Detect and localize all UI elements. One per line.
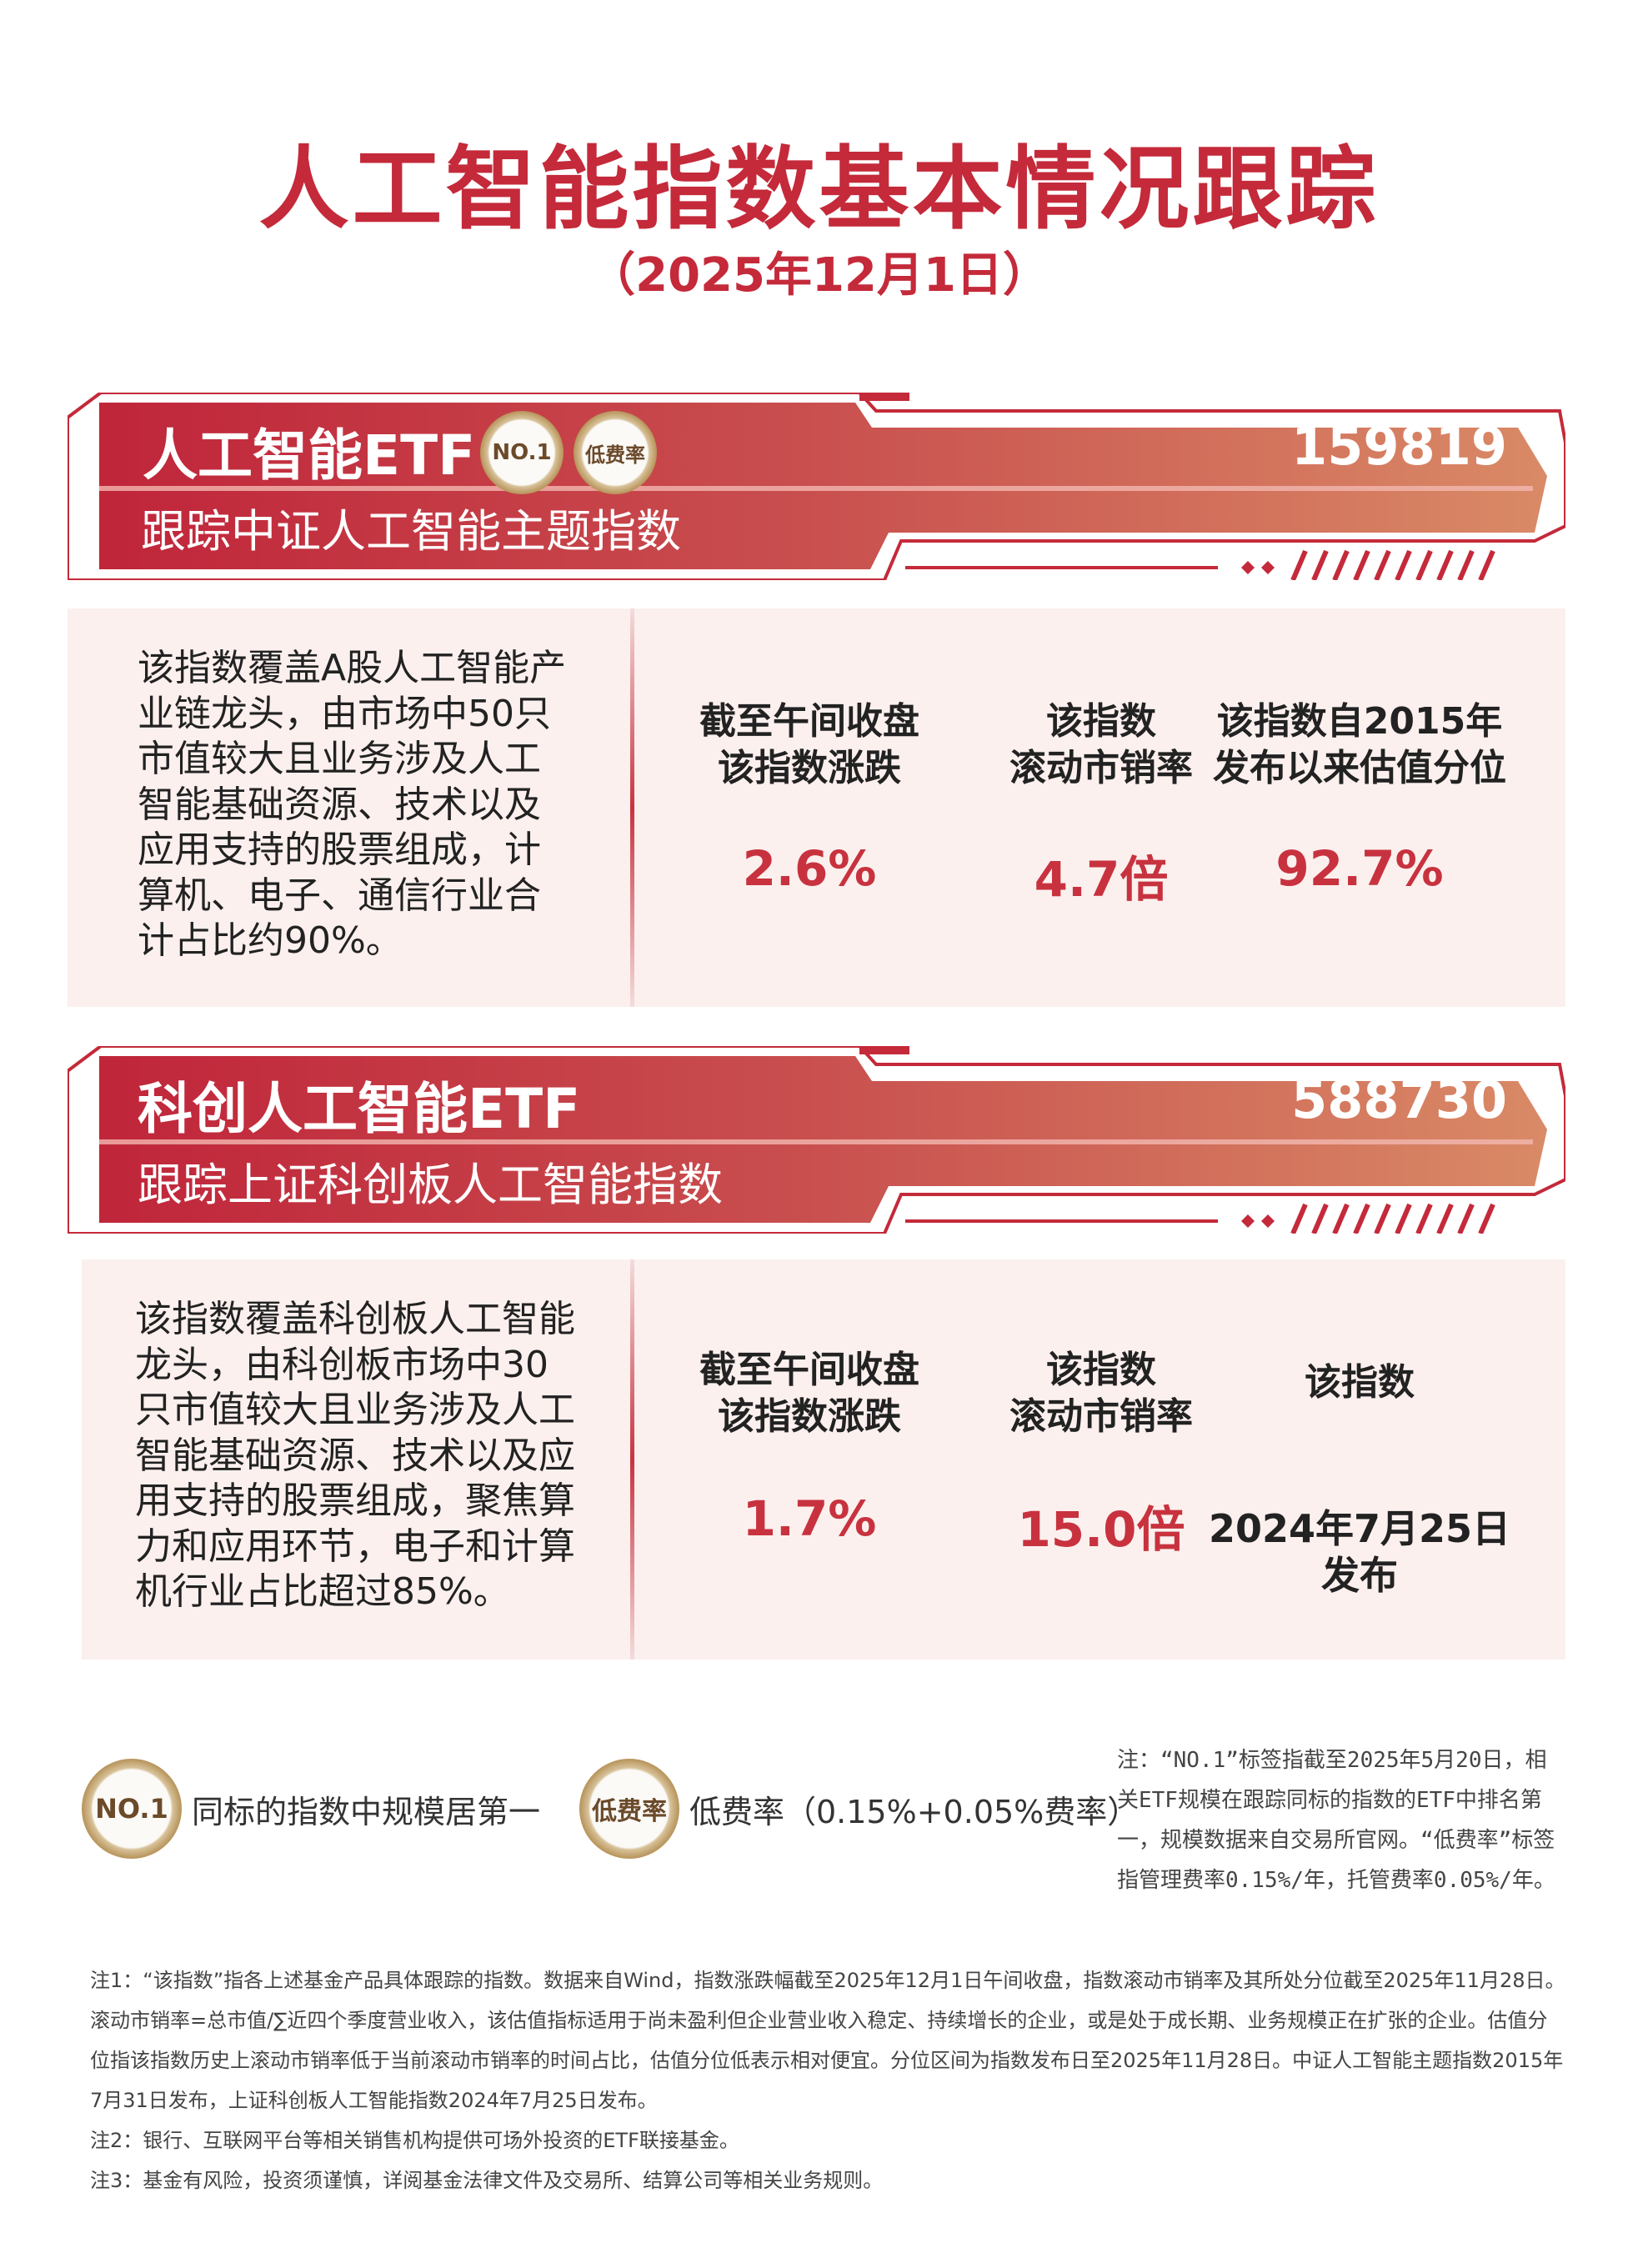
stat-change: 截至午间收盘 该指数涨跌 2.6% bbox=[668, 698, 951, 949]
stat-change: 截至午间收盘 该指数涨跌 1.7% bbox=[668, 1347, 951, 1597]
desc-line: 用支持的股票组成，聚焦算 bbox=[135, 1479, 575, 1522]
stat-percentile: 该指数自2015年 发布以来估值分位 92.7% bbox=[1185, 698, 1535, 949]
desc-line: 力和应用环节，电子和计算 bbox=[135, 1525, 575, 1568]
stat-label: 该指数涨跌 bbox=[718, 747, 901, 789]
no1-badge-icon: NO.1 bbox=[82, 1759, 182, 1859]
no1-badge-icon: NO.1 bbox=[480, 411, 564, 494]
legend-text: 同标的指数中规模居第一 bbox=[192, 1793, 541, 1830]
stat-value: 15.0倍 bbox=[1017, 1501, 1185, 1558]
report-date: （2025年12月1日） bbox=[589, 248, 1049, 303]
stat-value: 1.7% bbox=[742, 1490, 877, 1547]
tracked-index: 跟踪中证人工智能主题指数 bbox=[141, 505, 681, 558]
stat-label: 该指数 bbox=[1305, 1361, 1415, 1404]
index-description: 该指数覆盖A股人工智能产 业链龙头，由市场中50只 市值较大且业务涉及人工 智能… bbox=[138, 646, 566, 964]
footnotes: 注1：“该指数”指各上述基金产品具体跟踪的指数。数据来自Wind，指数涨跌幅截至… bbox=[90, 1960, 1565, 2200]
desc-line: 该指数覆盖A股人工智能产 bbox=[138, 647, 567, 689]
stat-label: 该指数 bbox=[1046, 700, 1156, 743]
desc-line: 该指数覆盖科创板人工智能 bbox=[135, 1298, 575, 1340]
desc-line: 机行业占比超过85%。 bbox=[135, 1570, 510, 1613]
low-fee-badge-icon: 低费率 bbox=[574, 411, 657, 494]
fund-banner-1: 人工智能ETF NO.1 低费率 159819 跟踪中证人工智能主题指数 bbox=[68, 393, 1565, 580]
tracked-index: 跟踪上证科创板人工智能指数 bbox=[138, 1159, 723, 1211]
low-fee-badge-icon: 低费率 bbox=[579, 1759, 679, 1859]
launch-label: 发布 bbox=[1321, 1553, 1398, 1598]
footnote: 注3：基金有风险，投资须谨慎，详阅基金法律文件及交易所、结算公司等相关业务规则。 bbox=[90, 2169, 884, 2192]
stat-label: 滚动市销率 bbox=[1009, 1395, 1193, 1438]
divider bbox=[630, 1259, 634, 1660]
desc-line: 市值较大且业务涉及人工 bbox=[138, 738, 541, 780]
stat-ps-ratio: 该指数 滚动市销率 15.0倍 bbox=[968, 1347, 1235, 1597]
stat-value: 2.6% bbox=[742, 840, 877, 897]
desc-line: 智能基础资源、技术以及 bbox=[138, 783, 541, 826]
desc-line: 算机、电子、通信行业合 bbox=[138, 874, 541, 917]
footnote: 注1：“该指数”指各上述基金产品具体跟踪的指数。数据来自Wind，指数涨跌幅截至… bbox=[90, 1969, 1565, 2112]
fund-name: 科创人工智能ETF bbox=[138, 1077, 581, 1141]
desc-line: 业链龙头，由市场中50只 bbox=[138, 692, 551, 735]
fund-code: 159819 bbox=[1291, 416, 1507, 477]
banner-shape bbox=[68, 393, 1565, 580]
stat-label: 截至午间收盘 bbox=[699, 700, 919, 743]
stat-value: 92.7% bbox=[1275, 840, 1444, 897]
desc-line: 智能基础资源、技术以及应 bbox=[135, 1434, 575, 1477]
legend-low-fee: 低费率 低费率（0.15%+0.05%费率） bbox=[579, 1759, 1139, 1859]
desc-line: 龙头，由科创板市场中30 bbox=[135, 1343, 549, 1386]
desc-line: 应用支持的股票组成，计 bbox=[138, 829, 541, 871]
index-description: 该指数覆盖科创板人工智能 龙头，由科创板市场中30 只市值较大且业务涉及人工 智… bbox=[135, 1297, 575, 1615]
banner-shape bbox=[68, 1046, 1565, 1234]
fund-banner-2: 科创人工智能ETF 588730 跟踪上证科创板人工智能指数 bbox=[68, 1046, 1565, 1234]
stat-label: 发布以来估值分位 bbox=[1213, 747, 1506, 789]
stat-value: 4.7倍 bbox=[1034, 851, 1169, 908]
stat-label: 该指数自2015年 bbox=[1216, 700, 1503, 743]
fund-info-panel-1: 该指数覆盖A股人工智能产 业链龙头，由市场中50只 市值较大且业务涉及人工 智能… bbox=[68, 608, 1565, 1007]
stat-label: 滚动市销率 bbox=[1009, 747, 1193, 789]
badge-note: 注：“NO.1”标签指截至2025年5月20日，相关ETF规模在跟踪同标的指数的… bbox=[1117, 1748, 1555, 1893]
page-title: 人工智能指数基本情况跟踪 bbox=[258, 138, 1380, 242]
divider bbox=[630, 608, 634, 1007]
stat-label: 截至午间收盘 bbox=[699, 1349, 919, 1391]
desc-line: 计占比约90%。 bbox=[138, 919, 403, 962]
fund-name: 人工智能ETF bbox=[143, 423, 476, 488]
stat-ps-ratio: 该指数 滚动市销率 4.7倍 bbox=[968, 698, 1235, 949]
legend-no1: NO.1 同标的指数中规模居第一 bbox=[82, 1759, 540, 1859]
desc-line: 只市值较大且业务涉及人工 bbox=[135, 1389, 575, 1431]
stat-label: 该指数涨跌 bbox=[718, 1395, 901, 1438]
stat-launch-date: 该指数 2024年7月25日 发布 bbox=[1185, 1359, 1535, 1610]
launch-date: 2024年7月25日 bbox=[1208, 1506, 1511, 1551]
fund-info-panel-2: 该指数覆盖科创板人工智能 龙头，由科创板市场中30 只市值较大且业务涉及人工 智… bbox=[82, 1259, 1565, 1660]
stat-label: 该指数 bbox=[1046, 1349, 1156, 1391]
footnote: 注2：银行、互联网平台等相关销售机构提供可场外投资的ETF联接基金。 bbox=[90, 2129, 739, 2152]
legend-text: 低费率（0.15%+0.05%费率） bbox=[689, 1793, 1140, 1830]
stat-value: 2024年7月25日 发布 bbox=[1185, 1505, 1535, 1599]
fund-code: 588730 bbox=[1291, 1069, 1507, 1130]
